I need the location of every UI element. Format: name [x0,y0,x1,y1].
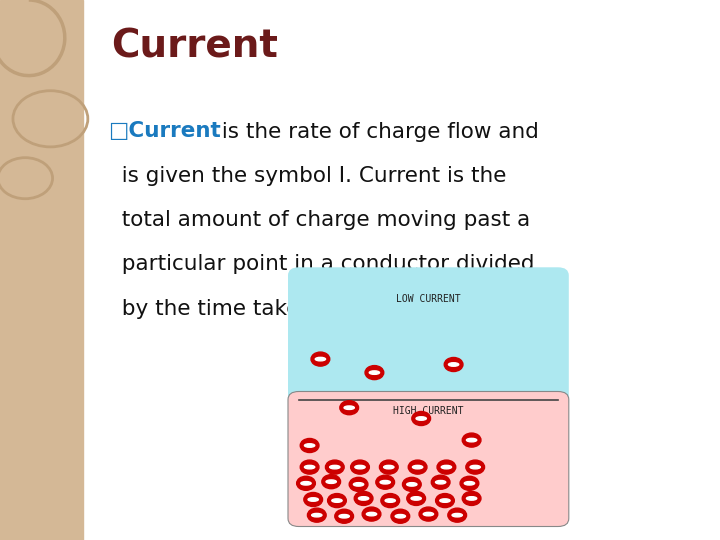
Text: LOW CURRENT: LOW CURRENT [396,294,461,304]
Circle shape [436,494,454,508]
Text: Current: Current [112,27,279,65]
Ellipse shape [470,465,480,469]
Circle shape [391,509,410,523]
Ellipse shape [436,481,446,484]
Ellipse shape [354,483,364,486]
Ellipse shape [315,357,325,361]
Circle shape [297,476,315,490]
Ellipse shape [452,514,462,517]
Circle shape [412,411,431,426]
Text: □Current: □Current [108,122,221,141]
Ellipse shape [332,499,342,502]
Ellipse shape [344,406,354,409]
Text: is the rate of charge flow and: is the rate of charge flow and [215,122,539,141]
Circle shape [462,433,481,447]
Ellipse shape [312,514,322,517]
Circle shape [379,460,398,474]
Ellipse shape [326,480,336,483]
Ellipse shape [467,497,477,500]
Circle shape [311,352,330,366]
Circle shape [408,460,427,474]
Ellipse shape [369,371,379,374]
Ellipse shape [385,499,395,502]
Circle shape [300,438,319,453]
Circle shape [365,366,384,380]
Ellipse shape [423,512,433,516]
FancyBboxPatch shape [288,392,569,526]
Ellipse shape [366,512,377,516]
Ellipse shape [301,482,311,485]
Circle shape [419,507,438,521]
Ellipse shape [411,497,421,500]
Ellipse shape [380,481,390,484]
Circle shape [376,475,395,489]
Circle shape [328,494,346,508]
Circle shape [335,509,354,523]
Text: total amount of charge moving past a: total amount of charge moving past a [108,210,530,230]
Circle shape [444,357,463,372]
Ellipse shape [330,465,340,469]
Circle shape [402,477,421,491]
Circle shape [304,492,323,507]
Text: particular point in a conductor divided: particular point in a conductor divided [108,254,534,274]
Ellipse shape [308,498,318,501]
Ellipse shape [407,483,417,486]
Circle shape [437,460,456,474]
Circle shape [300,460,319,474]
Circle shape [349,477,368,491]
Circle shape [448,508,467,522]
Circle shape [307,508,326,522]
Circle shape [351,460,369,474]
Circle shape [462,491,481,505]
Text: by the time taken.: by the time taken. [108,299,320,319]
Ellipse shape [305,465,315,469]
Ellipse shape [384,465,394,469]
Text: HIGH CURRENT: HIGH CURRENT [393,406,464,416]
Circle shape [322,475,341,489]
Ellipse shape [339,515,349,518]
Ellipse shape [467,438,477,442]
Circle shape [407,491,426,505]
Ellipse shape [305,444,315,447]
FancyBboxPatch shape [288,267,569,408]
Circle shape [460,476,479,490]
Ellipse shape [395,515,405,518]
Ellipse shape [416,417,426,420]
Bar [0,0,83,540]
Ellipse shape [359,497,369,500]
Circle shape [354,491,373,505]
Circle shape [362,507,381,521]
Ellipse shape [464,482,474,485]
Circle shape [466,460,485,474]
Ellipse shape [355,465,365,469]
Text: is given the symbol I. Current is the: is given the symbol I. Current is the [108,166,506,186]
Ellipse shape [449,363,459,366]
Circle shape [431,475,450,489]
Circle shape [325,460,344,474]
Ellipse shape [440,499,450,502]
Circle shape [340,401,359,415]
Circle shape [381,494,400,508]
Ellipse shape [413,465,423,469]
Ellipse shape [441,465,451,469]
